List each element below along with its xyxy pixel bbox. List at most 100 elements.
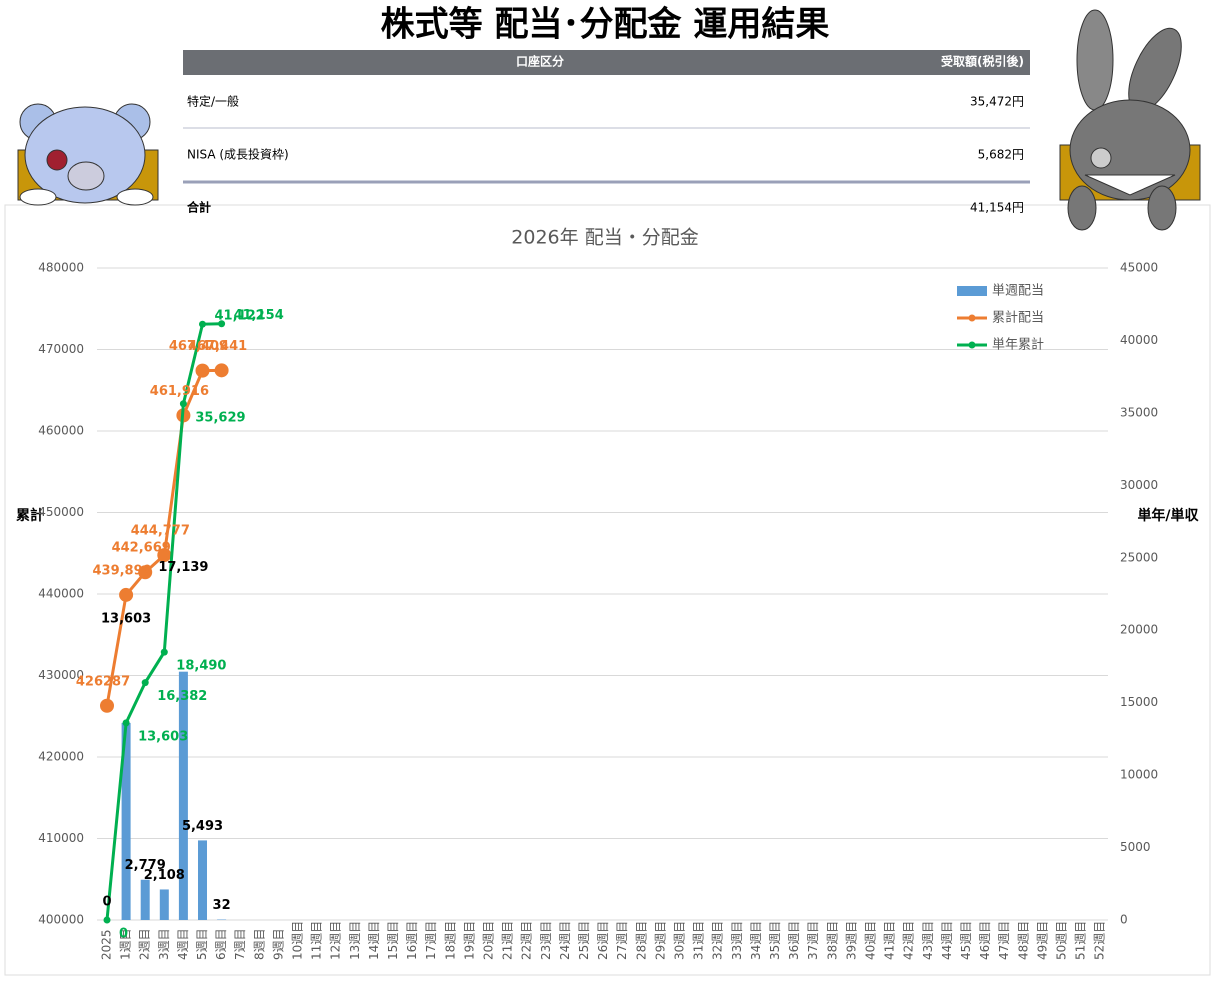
x-tick-label: 27週目 (615, 921, 629, 960)
data-label: 41,154 (234, 308, 284, 323)
x-tick-label: 4週目 (176, 928, 190, 960)
marker (180, 400, 187, 407)
data-label: 16,382 (157, 689, 207, 704)
y-tick-label: 410000 (38, 831, 84, 845)
table-cell: 5,682円 (978, 148, 1024, 162)
x-tick-label: 52週目 (1093, 921, 1107, 960)
x-tick-label: 42週目 (902, 921, 916, 960)
data-label: 442,669 (112, 541, 171, 556)
table-header-bg (183, 50, 1030, 75)
y-tick-label: 470000 (38, 342, 84, 356)
marker (100, 699, 114, 713)
x-tick-label: 40週目 (864, 921, 878, 960)
table-cell: 特定/一般 (187, 94, 239, 109)
data-label: 426287 (76, 674, 130, 689)
table-cell: 35,472円 (970, 95, 1024, 109)
data-label: 467,441 (188, 339, 247, 354)
x-tick-label: 38週目 (825, 921, 839, 960)
x-tick-label: 16週目 (405, 921, 419, 960)
y-tick-label: 450000 (38, 505, 84, 519)
x-tick-label: 17週目 (424, 921, 438, 960)
x-tick-label: 13週目 (348, 921, 362, 960)
data-label: 5,493 (182, 819, 223, 834)
data-label: 439,890 (92, 563, 151, 578)
x-tick-label: 20週目 (482, 921, 496, 960)
y-tick-label: 420000 (38, 750, 84, 764)
data-label: 13,603 (101, 611, 151, 626)
marker (142, 679, 149, 686)
data-label: 32 (213, 898, 231, 913)
table-cell: 合計 (187, 200, 211, 215)
y2-tick-label: 20000 (1120, 623, 1158, 637)
y2-axis-label: 単年/単収 (1137, 507, 1199, 524)
x-tick-label: 21週目 (501, 921, 515, 960)
marker (119, 588, 133, 602)
legend-label: 単週配当 (992, 283, 1044, 299)
bear-mascot (18, 104, 158, 205)
x-tick-label: 34週目 (749, 921, 763, 960)
data-label: 35,629 (195, 410, 245, 425)
x-tick-label: 43週目 (921, 921, 935, 960)
x-tick-label: 18週目 (443, 921, 457, 960)
x-tick-label: 15週目 (386, 921, 400, 960)
data-label: 444,777 (131, 524, 190, 539)
x-tick-label: 47週目 (997, 921, 1011, 960)
legend-swatch (969, 315, 976, 322)
x-tick-label: 50週目 (1055, 921, 1069, 960)
y2-tick-label: 15000 (1120, 695, 1158, 709)
rabbit-mascot (1060, 10, 1200, 230)
y2-tick-label: 10000 (1120, 768, 1158, 782)
x-tick-label: 37週目 (806, 921, 820, 960)
x-tick-label: 41週目 (883, 921, 897, 960)
y2-tick-label: 0 (1120, 913, 1128, 927)
x-tick-label: 32週目 (711, 921, 725, 960)
x-tick-label: 14週目 (367, 921, 381, 960)
table-header: 口座区分 (516, 54, 564, 69)
x-tick-label: 26週目 (596, 921, 610, 960)
y2-tick-label: 25000 (1120, 550, 1158, 564)
x-tick-label: 22週目 (520, 921, 534, 960)
x-tick-label: 2025 (100, 929, 114, 960)
x-tick-label: 25週目 (577, 921, 591, 960)
x-tick-label: 11週目 (310, 921, 324, 960)
table-cell: 41,154円 (970, 201, 1024, 215)
x-tick-label: 12週目 (329, 921, 343, 960)
legend-swatch (957, 286, 987, 296)
x-tick-label: 7週目 (233, 928, 247, 960)
marker (161, 649, 168, 656)
x-tick-label: 29週目 (653, 921, 667, 960)
bar (160, 889, 169, 920)
table-cell: NISA (成長投資枠) (187, 147, 289, 162)
marker (199, 321, 206, 328)
y-tick-label: 440000 (38, 587, 84, 601)
x-tick-label: 49週目 (1035, 921, 1049, 960)
legend-label: 累計配当 (992, 310, 1044, 326)
data-label: 13,603 (138, 729, 188, 744)
x-tick-label: 3週目 (157, 928, 171, 960)
data-label: 461,916 (150, 384, 209, 399)
y2-tick-label: 35000 (1120, 405, 1158, 419)
data-label: 18,490 (176, 659, 226, 674)
x-tick-label: 28週目 (634, 921, 648, 960)
x-tick-label: 36週目 (787, 921, 801, 960)
marker (123, 719, 130, 726)
y2-tick-label: 45000 (1120, 261, 1158, 275)
y-tick-label: 400000 (38, 913, 84, 927)
x-tick-label: 6週目 (214, 928, 228, 960)
x-tick-label: 10週目 (291, 921, 305, 960)
x-tick-label: 51週目 (1074, 921, 1088, 960)
marker (104, 917, 111, 924)
x-tick-label: 8週目 (252, 928, 266, 960)
y-tick-label: 480000 (38, 261, 84, 275)
chart-title: 2026年 配当・分配金 (511, 227, 698, 249)
x-tick-label: 31週目 (692, 921, 706, 960)
page-title: 株式等 配当･分配金 運用結果 (381, 5, 830, 45)
x-tick-label: 33週目 (730, 921, 744, 960)
x-tick-label: 24週目 (558, 921, 572, 960)
y-tick-label: 460000 (38, 424, 84, 438)
x-tick-label: 48週目 (1016, 921, 1030, 960)
x-tick-label: 19週目 (462, 921, 476, 960)
table-header: 受取額(税引後) (941, 54, 1024, 69)
